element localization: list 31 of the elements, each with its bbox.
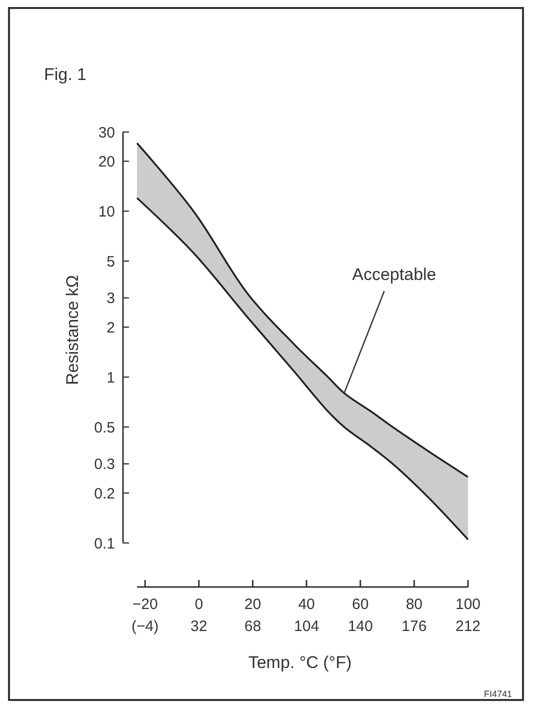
y-tick-label: 20: [98, 153, 115, 170]
x-tick-label: 60: [352, 596, 369, 613]
y-tick-label: 0.1: [94, 535, 115, 552]
x-tick-label: 0: [194, 596, 204, 613]
chart-title: Fig. 1: [44, 65, 87, 84]
x-tick-label: 80: [406, 596, 423, 613]
y-tick-label: 1: [106, 369, 115, 386]
text: FI4741: [484, 689, 512, 699]
y-tick-label: 5: [106, 253, 115, 270]
y-tick-label: 2: [106, 319, 115, 336]
x-tick-label: 100: [455, 596, 481, 613]
y-tick-label: 30: [98, 124, 115, 142]
x-tick-label: 20: [244, 596, 262, 613]
x-axis-title: Temp. °C (°F): [248, 653, 352, 672]
x-tick-label: −20: [132, 596, 158, 613]
x2-tick-label: 176: [402, 618, 427, 635]
line-series: [136, 142, 469, 478]
y-axis-title: Resistance kΩ: [63, 274, 82, 386]
y-tick-label: 10: [98, 203, 115, 220]
x-tick-label: 40: [298, 596, 315, 613]
annotation: Acceptable: [352, 265, 436, 284]
y-tick-label: 3: [106, 290, 115, 308]
x2-tick-label: 140: [348, 618, 373, 635]
x2-tick-label: 68: [244, 618, 262, 635]
y-tick-label: 0.3: [94, 456, 115, 474]
y-tick-label: 0.5: [94, 419, 115, 436]
x2-tick-label: 32: [190, 618, 208, 635]
x2-tick-label: (−4): [132, 618, 159, 635]
x2-tick-label: 212: [455, 618, 481, 635]
y-tick-label: 0.2: [94, 485, 115, 502]
x2-tick-label: 104: [294, 618, 320, 635]
